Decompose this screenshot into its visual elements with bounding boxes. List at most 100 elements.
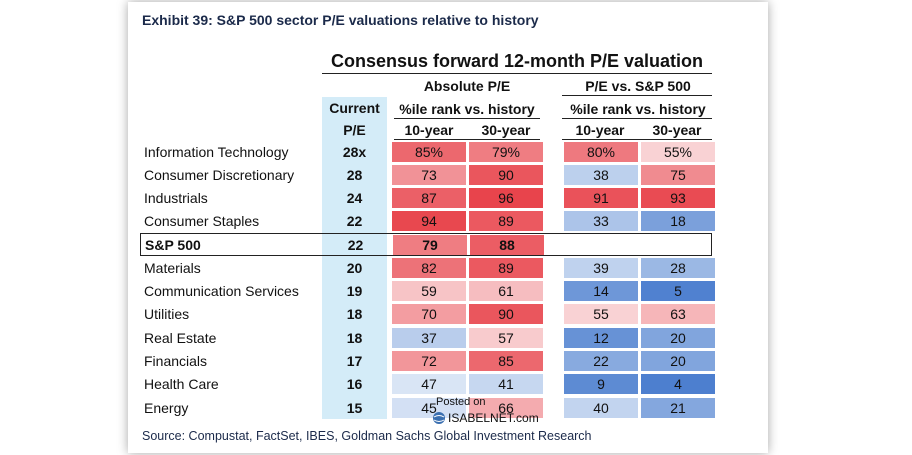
rel-10y-cell: 39 [564, 258, 638, 278]
rel-10y-cell: 38 [564, 165, 638, 185]
abs-10y-cell: 87 [392, 188, 466, 208]
current-pe: 24 [346, 190, 363, 206]
current-pe: 17 [346, 353, 363, 369]
current-pe: 18 [346, 306, 363, 322]
source-note: Source: Compustat, FactSet, IBES, Goldma… [142, 429, 592, 443]
rel-30y-cell: 21 [641, 398, 715, 418]
abs-10y-cell: 73 [392, 165, 466, 185]
sector-name: Utilities [144, 306, 190, 322]
rel-rank-underline [562, 118, 712, 119]
table-row: Materials 20 82 89 39 28 [140, 257, 715, 279]
rel-30y-cell: 4 [641, 374, 715, 394]
header-abs-30y: 30-year [481, 122, 531, 138]
abs-10y-cell: 45 [392, 398, 466, 418]
abs-30y-cell: 89 [469, 211, 543, 231]
abs-30y-cell: 79% [469, 142, 543, 162]
abs-30y-cell: 41 [469, 374, 543, 394]
current-pe: 18 [346, 330, 363, 346]
title-underline [322, 73, 712, 74]
abs-years-underline [394, 139, 540, 140]
sector-name: Information Technology [144, 144, 289, 160]
table-row-sp500: S&P 500 22 79 88 [140, 233, 712, 256]
abs-30y-cell: 66 [469, 398, 543, 418]
rel-30y-cell [642, 235, 716, 255]
rel-30y-cell: 20 [641, 328, 715, 348]
sector-name: Real Estate [144, 330, 217, 346]
rel-10y-cell: 12 [564, 328, 638, 348]
rel-30y-cell: 93 [641, 188, 715, 208]
table-row: Industrials 24 87 96 91 93 [140, 187, 715, 209]
current-pe: 28 [346, 167, 363, 183]
current-pe-column-bg [322, 97, 387, 419]
current-pe: 22 [346, 213, 363, 229]
current-pe: 16 [346, 376, 363, 392]
sector-name: Financials [144, 353, 208, 369]
rel-30y-cell: 75 [641, 165, 715, 185]
current-pe: 15 [346, 400, 363, 416]
rel-10y-cell: 80% [564, 142, 638, 162]
abs-10y-cell: 72 [392, 351, 466, 371]
header-current: Current [329, 100, 380, 116]
table-title: Consensus forward 12-month P/E valuation [330, 51, 704, 71]
rel-30y-cell: 55% [641, 142, 715, 162]
header-abs-rank: %ile rank vs. history [399, 101, 535, 117]
abs-30y-cell: 96 [469, 188, 543, 208]
sector-name: Consumer Discretionary [144, 167, 295, 183]
table-row: Information Technology 28x 85% 79% 80% 5… [140, 141, 715, 163]
abs-30y-cell: 85 [469, 351, 543, 371]
table-row: Utilities 18 70 90 55 63 [140, 303, 715, 325]
exhibit-title: Exhibit 39: S&P 500 sector P/E valuation… [142, 12, 539, 28]
table-row: Energy 15 45 66 40 21 [140, 397, 715, 419]
rel-10y-cell: 91 [564, 188, 638, 208]
table-row: Real Estate 18 37 57 12 20 [140, 327, 715, 349]
current-pe: 28x [342, 144, 367, 160]
rel-10y-cell: 14 [564, 281, 638, 301]
sector-name: Communication Services [144, 283, 299, 299]
table-row: Financials 17 72 85 22 20 [140, 350, 715, 372]
rel-30y-cell: 63 [641, 304, 715, 324]
current-pe: 20 [346, 260, 363, 276]
watermark: Posted on ISABELNET.com [432, 396, 552, 432]
rel-10y-cell: 22 [564, 351, 638, 371]
abs-10y-cell: 82 [392, 258, 466, 278]
table-row: Consumer Staples 22 94 89 33 18 [140, 210, 715, 232]
abs-10y-cell: 79 [393, 235, 467, 255]
abs-30y-cell: 90 [469, 304, 543, 324]
header-rel-10y: 10-year [575, 122, 625, 138]
rel-30y-cell: 20 [641, 351, 715, 371]
abs-10y-cell: 70 [392, 304, 466, 324]
sector-name: S&P 500 [145, 237, 201, 253]
abs-rank-underline [394, 118, 540, 119]
abs-30y-cell: 88 [470, 235, 544, 255]
abs-10y-cell: 37 [392, 328, 466, 348]
header-rel-30y: 30-year [652, 122, 702, 138]
rel-30y-cell: 28 [641, 258, 715, 278]
sector-name: Consumer Staples [144, 213, 260, 229]
rel-30y-cell: 5 [641, 281, 715, 301]
sector-name: Health Care [144, 376, 219, 392]
header-rel-rank: %ile rank vs. history [570, 101, 706, 117]
abs-10y-cell: 47 [392, 374, 466, 394]
header-abs-10y: 10-year [404, 122, 454, 138]
rel-10y-cell: 9 [564, 374, 638, 394]
sector-name: Industrials [144, 190, 208, 206]
abs-10y-cell: 85% [392, 142, 466, 162]
abs-30y-cell: 57 [469, 328, 543, 348]
watermark-site: ISABELNET.com [448, 411, 539, 425]
current-pe: 22 [347, 237, 364, 253]
abs-30y-cell: 61 [469, 281, 543, 301]
rel-30y-cell: 18 [641, 211, 715, 231]
abs-10y-cell: 94 [392, 211, 466, 231]
table-row: Health Care 16 47 41 9 4 [140, 373, 715, 395]
header-absolute-pe: Absolute P/E [423, 78, 511, 94]
table-row: Communication Services 19 59 61 14 5 [140, 280, 715, 302]
rel-10y-cell: 55 [564, 304, 638, 324]
rel-10y-cell: 33 [564, 211, 638, 231]
rel-group-underline [562, 95, 712, 96]
abs-30y-cell: 90 [469, 165, 543, 185]
rel-10y-cell [565, 235, 639, 255]
current-pe: 19 [346, 283, 363, 299]
abs-10y-cell: 59 [392, 281, 466, 301]
header-rel-pe: P/E vs. S&P 500 [585, 78, 691, 94]
watermark-posted: Posted on [436, 396, 486, 408]
